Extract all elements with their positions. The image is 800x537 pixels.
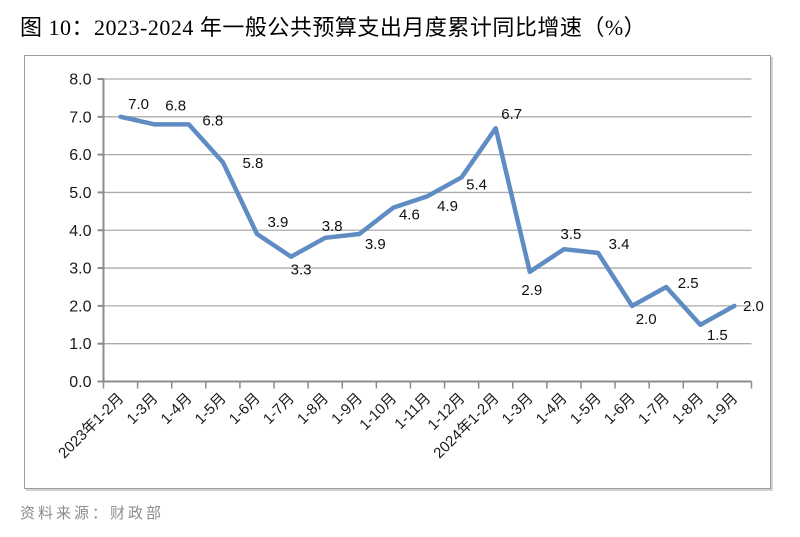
x-tick-label: 1-9月: [703, 390, 741, 428]
data-label: 3.9: [268, 214, 289, 231]
x-tick-label: 1-3月: [499, 390, 537, 428]
x-tick-label: 1-4月: [533, 390, 571, 428]
data-label: 4.6: [399, 207, 420, 224]
x-tick-label: 1-8月: [294, 390, 332, 428]
x-tick-label: 2023年1-2月: [55, 390, 127, 462]
line-chart: 0.01.02.03.04.05.06.07.08.02023年1-2月1-3月…: [55, 72, 764, 462]
chart-container: 0.0 1.0 2.0 3.0 4.0 5.0 6.0 7.0 8.0 2023年1-2月 1-3月…: [24, 55, 771, 489]
x-tick-label: 1-3月: [124, 390, 162, 428]
x-tick-label: 1-7月: [635, 390, 673, 428]
data-label: 3.5: [560, 226, 581, 243]
y-tick-label: 0.0: [69, 374, 91, 391]
x-tick-label: 1-5月: [567, 390, 605, 428]
source-note: 资料来源：财政部: [20, 506, 165, 522]
data-label: 6.8: [165, 97, 186, 114]
data-label: 5.8: [242, 155, 263, 172]
data-label: 2.5: [678, 275, 699, 292]
y-tick-label: 4.0: [69, 223, 91, 240]
data-label: 6.7: [501, 106, 522, 123]
x-tick-label: 1-6月: [601, 390, 639, 428]
data-label: 3.8: [322, 218, 343, 235]
data-label: 3.3: [291, 262, 312, 279]
x-tick-label: 1-7月: [260, 390, 298, 428]
data-label: 2.9: [521, 282, 542, 299]
data-label: 2.0: [743, 298, 764, 315]
data-label: 3.9: [365, 236, 386, 253]
data-label: 6.8: [202, 112, 223, 129]
data-label: 3.4: [609, 236, 630, 253]
y-tick-label: 6.0: [69, 147, 91, 164]
y-tick-label: 3.0: [69, 261, 91, 278]
data-label: 7.0: [128, 96, 149, 113]
data-label: 1.5: [707, 327, 728, 344]
data-label: 4.9: [437, 198, 458, 215]
x-tick-label: 1-8月: [669, 390, 707, 428]
y-tick-label: 7.0: [69, 109, 91, 126]
x-tick-label: 1-6月: [226, 390, 264, 428]
data-series-line: [118, 114, 737, 328]
data-label: 2.0: [636, 311, 657, 328]
y-tick-label: 1.0: [69, 336, 91, 353]
y-tick-label: 8.0: [69, 72, 91, 89]
y-tick-label: 2.0: [69, 298, 91, 315]
x-tick-label: 1-11月: [391, 390, 434, 433]
data-label: 5.4: [466, 176, 487, 193]
y-tick-label: 5.0: [69, 185, 91, 202]
x-tick-label: 1-10月: [356, 390, 400, 434]
x-tick-label: 1-4月: [158, 390, 196, 428]
figure-title: 图 10：2023-2024 年一般公共预算支出月度累计同比增速（%）: [20, 15, 647, 40]
x-tick-label: 1-5月: [192, 390, 230, 428]
